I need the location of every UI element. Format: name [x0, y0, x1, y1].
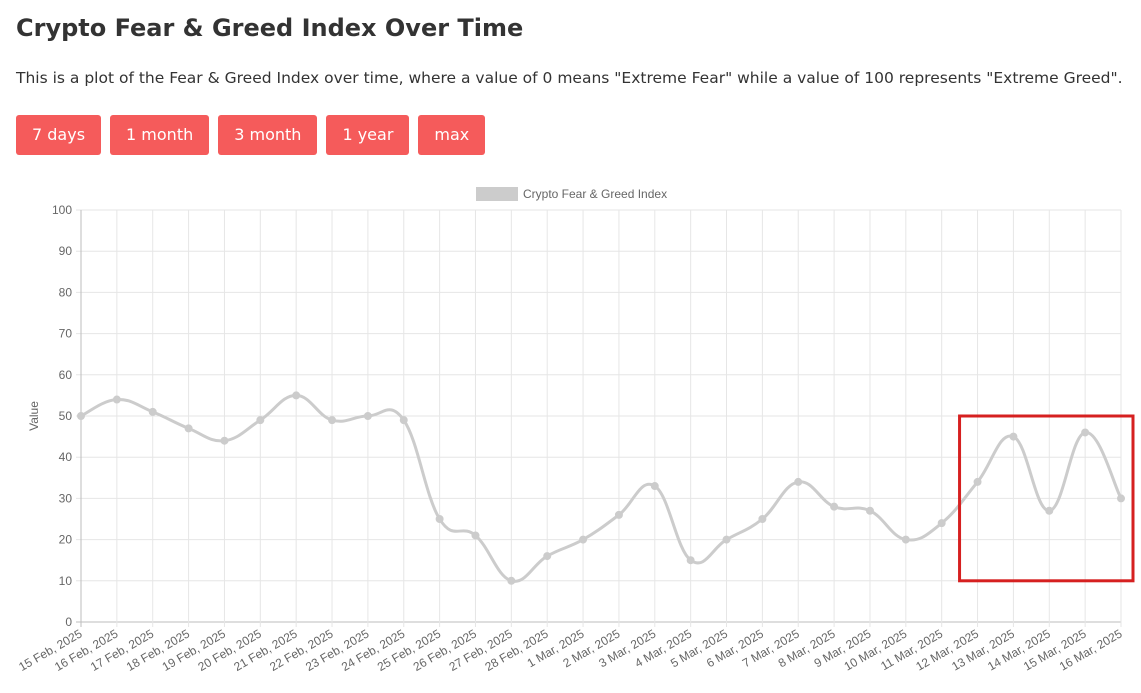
- data-point: [1117, 494, 1125, 503]
- data-point: [865, 506, 874, 515]
- data-point: [901, 535, 910, 544]
- range-1-year-button[interactable]: 1 year: [326, 115, 410, 155]
- page-title: Crypto Fear & Greed Index Over Time: [16, 14, 524, 42]
- y-tick-label: 20: [59, 533, 73, 547]
- data-point: [1009, 432, 1018, 441]
- data-point: [579, 535, 588, 544]
- data-point: [937, 519, 946, 528]
- data-point: [1045, 506, 1054, 515]
- y-tick-label: 0: [65, 615, 72, 629]
- y-tick-label: 100: [52, 203, 72, 217]
- data-point: [328, 416, 337, 425]
- data-point: [973, 477, 982, 486]
- data-point: [614, 510, 623, 519]
- y-tick-label: 90: [59, 244, 73, 258]
- data-point: [722, 535, 731, 544]
- data-point: [220, 436, 229, 445]
- data-point: [256, 416, 265, 425]
- range-1-month-button[interactable]: 1 month: [110, 115, 210, 155]
- range-7-days-button[interactable]: 7 days: [16, 115, 102, 155]
- y-tick-label: 50: [59, 409, 73, 423]
- data-point: [292, 391, 301, 400]
- y-axis-title: Value: [27, 401, 41, 431]
- data-point: [1081, 428, 1090, 437]
- legend-swatch: [476, 187, 518, 201]
- range-3-month-button[interactable]: 3 month: [218, 115, 318, 155]
- y-tick-label: 60: [59, 368, 73, 382]
- y-tick-label: 10: [59, 574, 73, 588]
- y-tick-label: 80: [59, 285, 73, 299]
- data-point: [794, 477, 803, 486]
- y-tick-label: 30: [59, 491, 73, 505]
- data-point: [830, 502, 839, 511]
- highlight-box: [958, 414, 1135, 583]
- data-point: [184, 424, 193, 433]
- data-point: [148, 407, 157, 416]
- data-point: [399, 416, 408, 425]
- data-point: [435, 515, 444, 523]
- range-max-button[interactable]: max: [418, 115, 486, 155]
- y-tick-label: 40: [59, 450, 73, 464]
- range-buttons: 7 days 1 month 3 month 1 year max: [16, 115, 486, 155]
- data-point: [507, 576, 516, 585]
- data-point: [543, 552, 552, 561]
- data-point: [77, 412, 85, 420]
- data-point: [363, 412, 372, 420]
- legend-label: Crypto Fear & Greed Index: [523, 187, 667, 201]
- data-point: [758, 515, 767, 523]
- data-point: [112, 395, 121, 404]
- data-point: [686, 556, 695, 565]
- y-tick-label: 70: [59, 327, 73, 341]
- data-point: [650, 482, 659, 491]
- data-point: [471, 531, 480, 540]
- series-line: [80, 393, 1123, 583]
- page-description: This is a plot of the Fear & Greed Index…: [16, 69, 1123, 87]
